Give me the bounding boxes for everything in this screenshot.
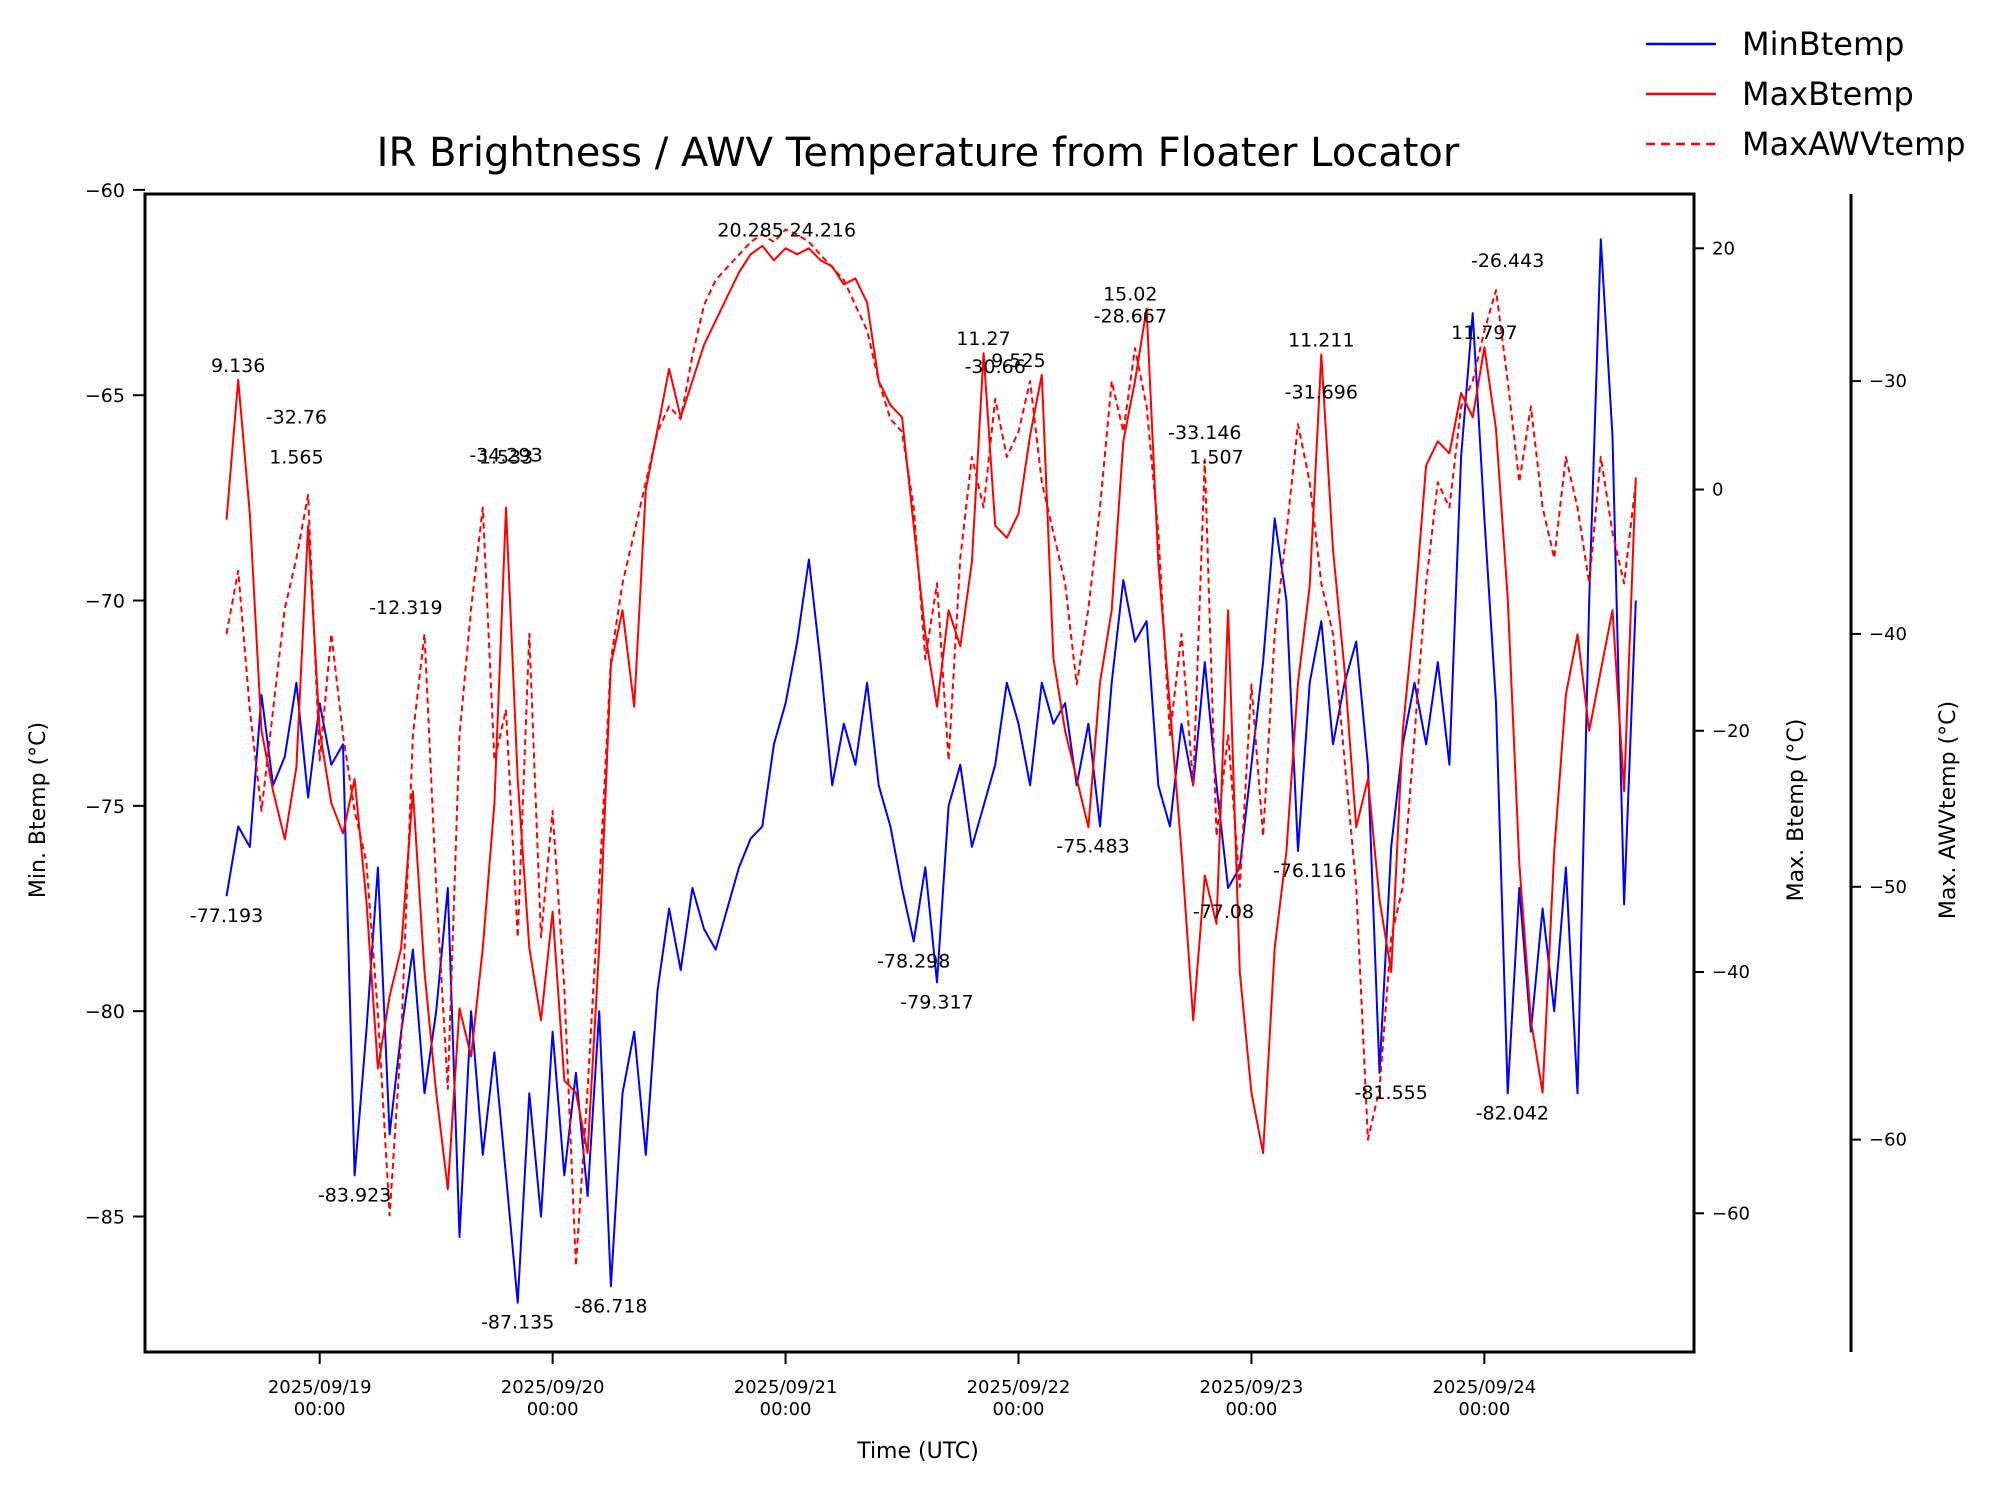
data-label: -79.317: [900, 991, 973, 1013]
x-axis: 2025/09/1900:002025/09/2000:002025/09/21…: [268, 1352, 1536, 1420]
data-label: -87.135: [481, 1312, 554, 1334]
y-axis-left: −60 −65 −70 −75 −80 −85: [85, 180, 145, 1228]
data-label: -30.66: [965, 356, 1026, 378]
y-left-tick-label: −70: [85, 591, 125, 613]
y-axis-right-max-awvtemp: −30 −40 −50 −60: [1849, 194, 1907, 1352]
data-label: 11.27: [956, 328, 1010, 350]
x-tick-label-date: 2025/09/23: [1200, 1377, 1304, 1398]
data-label: -26.443: [1471, 250, 1544, 272]
legend-label-maxbtemp: MaxBtemp: [1742, 75, 1914, 113]
data-label: 24.216: [790, 220, 856, 242]
legend-label-minbtemp: MinBtemp: [1742, 25, 1904, 63]
x-tick-label-date: 2025/09/22: [967, 1377, 1071, 1398]
series-line-maxawvtemp: [225, 228, 1637, 1267]
data-label: -86.718: [574, 1295, 647, 1317]
data-label: 11.211: [1288, 329, 1354, 351]
data-label: -82.042: [1476, 1102, 1549, 1124]
data-label: 1.565: [269, 446, 323, 468]
x-tick-label-time: 00:00: [527, 1399, 579, 1420]
data-label: -76.116: [1273, 860, 1346, 882]
y-right1-tick-label: −40: [1712, 962, 1750, 983]
y-right1-tick-label: −20: [1712, 721, 1750, 742]
data-label: 11.797: [1451, 322, 1517, 344]
data-label: -31.696: [1285, 381, 1358, 403]
data-label: 9.525: [991, 350, 1045, 372]
y-right2-tick-label: −60: [1869, 1130, 1907, 1151]
x-tick-label-time: 00:00: [1225, 1399, 1277, 1420]
data-label: -77.08: [1193, 901, 1254, 923]
series-line-maxbtemp: [225, 244, 1637, 1191]
y-right2-tick-label: −30: [1869, 371, 1907, 392]
y-right1-tick-label: −60: [1712, 1203, 1750, 1224]
data-label: -28.667: [1094, 306, 1167, 328]
data-label: -77.193: [190, 905, 263, 927]
x-tick-label-time: 00:00: [760, 1399, 812, 1420]
data-label: -32.76: [266, 407, 327, 429]
data-label: -75.483: [1056, 835, 1129, 857]
y-axis-label-right-max-btemp: Max. Btemp (°C): [1784, 719, 1809, 902]
data-annotations: 9.136 -32.76 1.565 -12.319 1.533-34.293 20.28…: [190, 220, 1549, 1334]
x-tick-label-date: 2025/09/20: [501, 1377, 605, 1398]
plot-area: [143, 192, 1696, 1354]
x-tick-label-time: 00:00: [294, 1399, 346, 1420]
y-right2-tick-label: −50: [1869, 877, 1907, 898]
x-axis-label: Time (UTC): [856, 1439, 979, 1464]
y-right2-tick-label: −40: [1869, 624, 1907, 645]
y-left-tick-label: −65: [85, 385, 125, 407]
data-label: 1.507: [1189, 446, 1243, 468]
x-tick-label-time: 00:00: [1458, 1399, 1510, 1420]
data-label: 15.02: [1103, 284, 1157, 306]
data-label: -33.146: [1168, 422, 1241, 444]
y-left-tick-label: −80: [85, 1001, 125, 1023]
y-right1-tick-label: 20: [1712, 238, 1735, 259]
data-label: -81.555: [1355, 1082, 1428, 1104]
legend-label-maxawvtemp: MaxAWVtemp: [1742, 125, 1966, 163]
plot-frame: [143, 192, 1696, 1354]
data-label: -78.298: [877, 950, 950, 972]
x-tick-label-time: 00:00: [993, 1399, 1045, 1420]
data-label: 9.136: [211, 355, 265, 377]
data-label: -12.319: [369, 597, 442, 619]
y-left-tick-label: −85: [85, 1206, 125, 1228]
data-label: 20.285: [717, 220, 783, 242]
y-left-tick-label: −60: [85, 180, 125, 202]
x-tick-label-date: 2025/09/24: [1432, 1377, 1536, 1398]
data-label: -83.923: [318, 1184, 391, 1206]
y-right1-tick-label: 0: [1712, 480, 1723, 501]
x-tick-label-date: 2025/09/19: [268, 1377, 372, 1398]
y-left-tick-label: −75: [85, 796, 125, 818]
chart-title: IR Brightness / AWV Temperature from Flo…: [377, 130, 1460, 176]
y-axis-right-max-btemp: 20 0 −20 −40 −60: [1694, 238, 1750, 1224]
data-label: 1.533: [479, 446, 533, 468]
y-axis-label-right-max-awvtemp: Max. AWVtemp (°C): [1936, 701, 1961, 919]
legend: MinBtemp MaxBtemp MaxAWVtemp: [1646, 25, 1966, 163]
data-label: -34.293: [469, 445, 542, 467]
x-tick-label-date: 2025/09/21: [734, 1377, 838, 1398]
y-axis-label-left: Min. Btemp (°C): [26, 722, 51, 898]
